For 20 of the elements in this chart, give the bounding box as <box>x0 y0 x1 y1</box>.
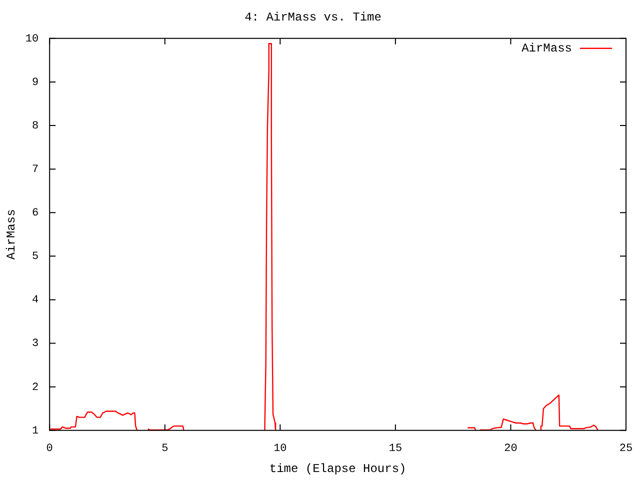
y-tick-label: 5 <box>32 251 39 264</box>
y-tick-label: 2 <box>32 382 39 394</box>
x-tick-label: 5 <box>162 442 168 455</box>
y-tick-label: 4 <box>32 294 39 307</box>
x-axis-title: time (Elapse Hours) <box>269 462 406 476</box>
x-tick-label: 10 <box>274 442 287 455</box>
x-tick-label: 25 <box>619 442 633 455</box>
y-tick-label: 1 <box>32 425 39 438</box>
text: AirMass <box>522 42 572 56</box>
x-tick-label: 20 <box>504 442 518 455</box>
x-tick-label: 0 <box>46 442 53 455</box>
y-tick-label: 3 <box>32 338 39 350</box>
x-tick-label: 15 <box>388 442 402 455</box>
y-axis-title: AirMass <box>4 209 18 260</box>
chart-title: 4: AirMass vs. Time <box>244 10 382 24</box>
y-tick-label: 9 <box>32 76 39 89</box>
y-tick-label: 6 <box>32 208 39 220</box>
y-tick-label: 8 <box>32 120 39 132</box>
y-tick-label: 7 <box>32 164 39 176</box>
y-tick-label: 10 <box>25 33 39 46</box>
